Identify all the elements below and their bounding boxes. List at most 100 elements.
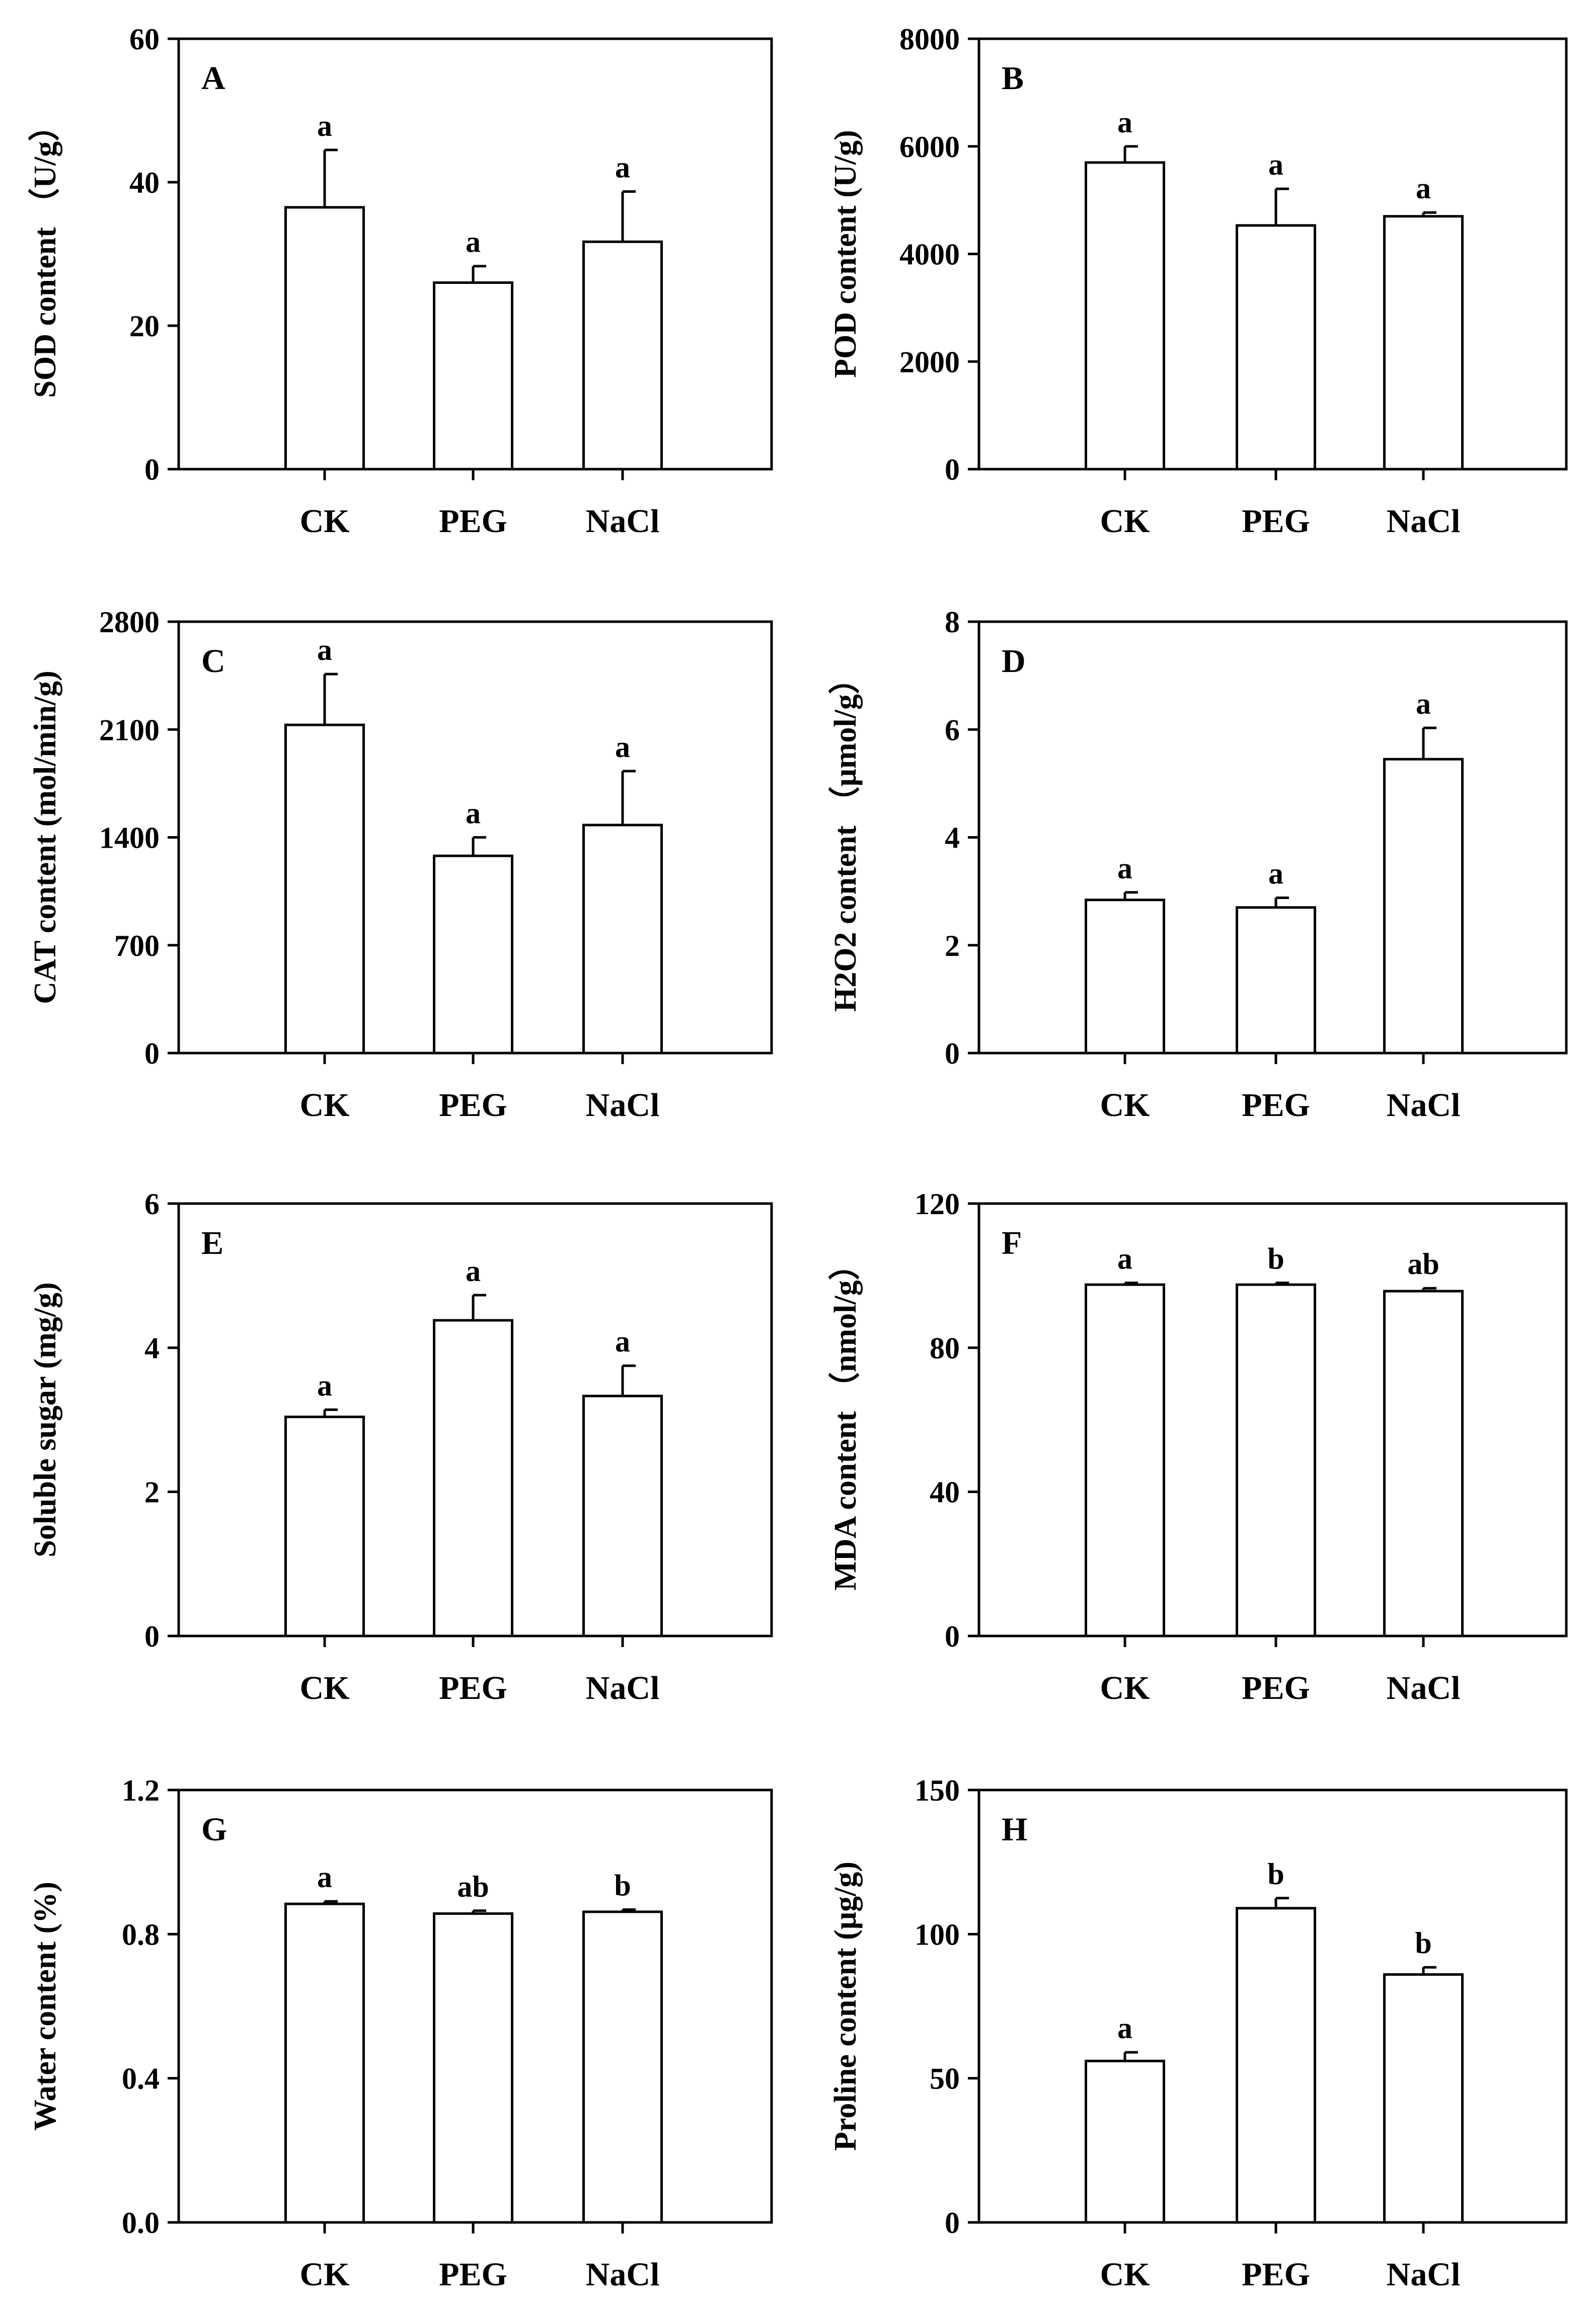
panel-c: C 0 700 1400 2100 2800 CAT content (mol/min/g)… — [28, 606, 773, 1124]
y-axis-title: Water content (%) — [28, 1882, 62, 2131]
y-axis-title: SOD content （U/g） — [27, 110, 62, 398]
panel-letter: G — [201, 1811, 227, 1848]
panel-letter: B — [1002, 60, 1024, 97]
y-tick-label: 6 — [945, 713, 960, 747]
y-tick-label: 4000 — [899, 238, 960, 271]
panel-g: G 0.0 0.4 0.8 1.2 Water content (%) a CK ab PEG b N… — [28, 1774, 773, 2293]
significance-letter: a — [1268, 857, 1283, 890]
x-tick-label: PEG — [439, 2256, 507, 2293]
x-tick-label: PEG — [439, 503, 507, 540]
significance-letter: b — [1267, 1242, 1284, 1275]
bar-peg — [1236, 1283, 1316, 1637]
panel-e: E 0 2 4 6 Soluble sugar (mg/g) a CK a PEG a NaCl — [28, 1187, 773, 1706]
significance-letter: a — [1117, 106, 1132, 139]
x-tick-label: NaCl — [1387, 2256, 1461, 2293]
y-tick-label: 0 — [945, 1620, 960, 1653]
y-tick-label: 100 — [915, 1918, 960, 1951]
bar-nacl — [582, 1394, 663, 1637]
y-tick-label: 6000 — [899, 130, 960, 164]
significance-letter: b — [1267, 1857, 1284, 1891]
bar-nacl — [582, 824, 663, 1055]
significance-letter: a — [317, 109, 332, 142]
bar-nacl — [582, 1910, 663, 2224]
significance-letter: ab — [457, 1870, 489, 1903]
y-tick-label: 8 — [945, 606, 960, 639]
bar-ck — [284, 206, 365, 471]
y-axis-title: MDA content （nmol/g） — [827, 1249, 863, 1591]
bar-ck — [284, 1902, 365, 2224]
x-tick-label: PEG — [1242, 1087, 1310, 1124]
panel-letter: A — [201, 60, 225, 97]
y-tick-label: 0 — [945, 453, 960, 486]
x-tick-label: NaCl — [586, 2256, 660, 2293]
x-tick-label: CK — [300, 503, 350, 540]
panel-a: A 0 20 40 60 SOD content （U/g） a CK a PEG a NaCl — [27, 23, 773, 540]
significance-letter: a — [1117, 852, 1132, 885]
y-tick-label: 8000 — [899, 23, 960, 56]
panel-letter: H — [1002, 1811, 1027, 1848]
x-tick-label: CK — [1100, 1670, 1150, 1706]
bar-nacl — [1383, 215, 1464, 471]
x-tick-label: CK — [1100, 2256, 1150, 2293]
x-tick-label: PEG — [439, 1087, 507, 1124]
significance-letter: a — [1416, 687, 1431, 720]
y-tick-label: 0.0 — [122, 2206, 160, 2240]
y-tick-label: 0.8 — [122, 1918, 160, 1951]
panel-h: H 0 50 100 150 Proline content (μg/g) a CK b PEG b… — [828, 1774, 1568, 2293]
bar-nacl — [1383, 1290, 1464, 1637]
significance-letter: b — [1415, 1926, 1431, 1960]
panel-letter: C — [201, 643, 225, 680]
panel-f: F 0 40 80 120 MDA content （nmol/g） a CK b PEG ab Na… — [827, 1187, 1568, 1706]
bar-ck — [1085, 899, 1165, 1055]
y-tick-label: 0 — [144, 453, 160, 486]
bar-peg — [433, 281, 513, 471]
bar-ck — [1085, 2059, 1165, 2224]
y-tick-label: 6 — [144, 1187, 160, 1221]
bar-nacl — [1383, 758, 1464, 1055]
bar-ck — [284, 723, 365, 1055]
panel-letter: D — [1002, 643, 1026, 680]
significance-letter: a — [317, 1860, 332, 1894]
x-tick-label: CK — [1100, 1087, 1150, 1124]
significance-letter: a — [317, 633, 332, 666]
y-tick-label: 0 — [945, 2206, 960, 2240]
y-tick-label: 1400 — [99, 822, 160, 855]
y-tick-label: 0 — [945, 1037, 960, 1070]
y-tick-label: 50 — [930, 2062, 960, 2096]
x-tick-label: NaCl — [586, 1670, 660, 1706]
bar-peg — [433, 1912, 513, 2224]
y-axis-title: Proline content (μg/g) — [828, 1861, 863, 2151]
bar-nacl — [1383, 1973, 1464, 2224]
y-axis-title: CAT content (mol/min/g) — [28, 670, 62, 1004]
y-tick-label: 20 — [129, 310, 160, 343]
significance-letter: a — [615, 1325, 630, 1358]
significance-letter: a — [1117, 1242, 1132, 1275]
y-tick-label: 0.4 — [122, 2062, 160, 2096]
y-tick-label: 40 — [930, 1476, 960, 1509]
x-tick-label: NaCl — [586, 1087, 660, 1124]
x-tick-label: NaCl — [1387, 1087, 1461, 1124]
significance-letter: a — [615, 151, 630, 184]
y-tick-label: 150 — [915, 1774, 960, 1807]
bar-peg — [1236, 224, 1316, 471]
bar-ck — [1085, 1283, 1165, 1637]
significance-letter: a — [466, 797, 481, 830]
y-tick-label: 4 — [144, 1331, 160, 1365]
y-tick-label: 40 — [129, 166, 160, 199]
y-tick-label: 1.2 — [122, 1774, 160, 1807]
y-tick-label: 2800 — [99, 606, 160, 639]
significance-letter: a — [317, 1369, 332, 1402]
panel-d: D 0 2 4 6 8 H2O2 content （μmol/g） a CK a PEG a NaCl — [827, 606, 1568, 1124]
bar-peg — [1236, 906, 1316, 1055]
y-tick-label: 2000 — [899, 345, 960, 379]
significance-letter: a — [1117, 2011, 1132, 2045]
x-tick-label: CK — [300, 1670, 350, 1706]
x-tick-label: NaCl — [586, 503, 660, 540]
x-tick-label: NaCl — [1387, 503, 1461, 540]
bar-peg — [1236, 1907, 1316, 2224]
significance-letter: b — [614, 1869, 631, 1902]
y-tick-label: 0 — [144, 1620, 160, 1653]
significance-letter: a — [466, 1254, 481, 1288]
